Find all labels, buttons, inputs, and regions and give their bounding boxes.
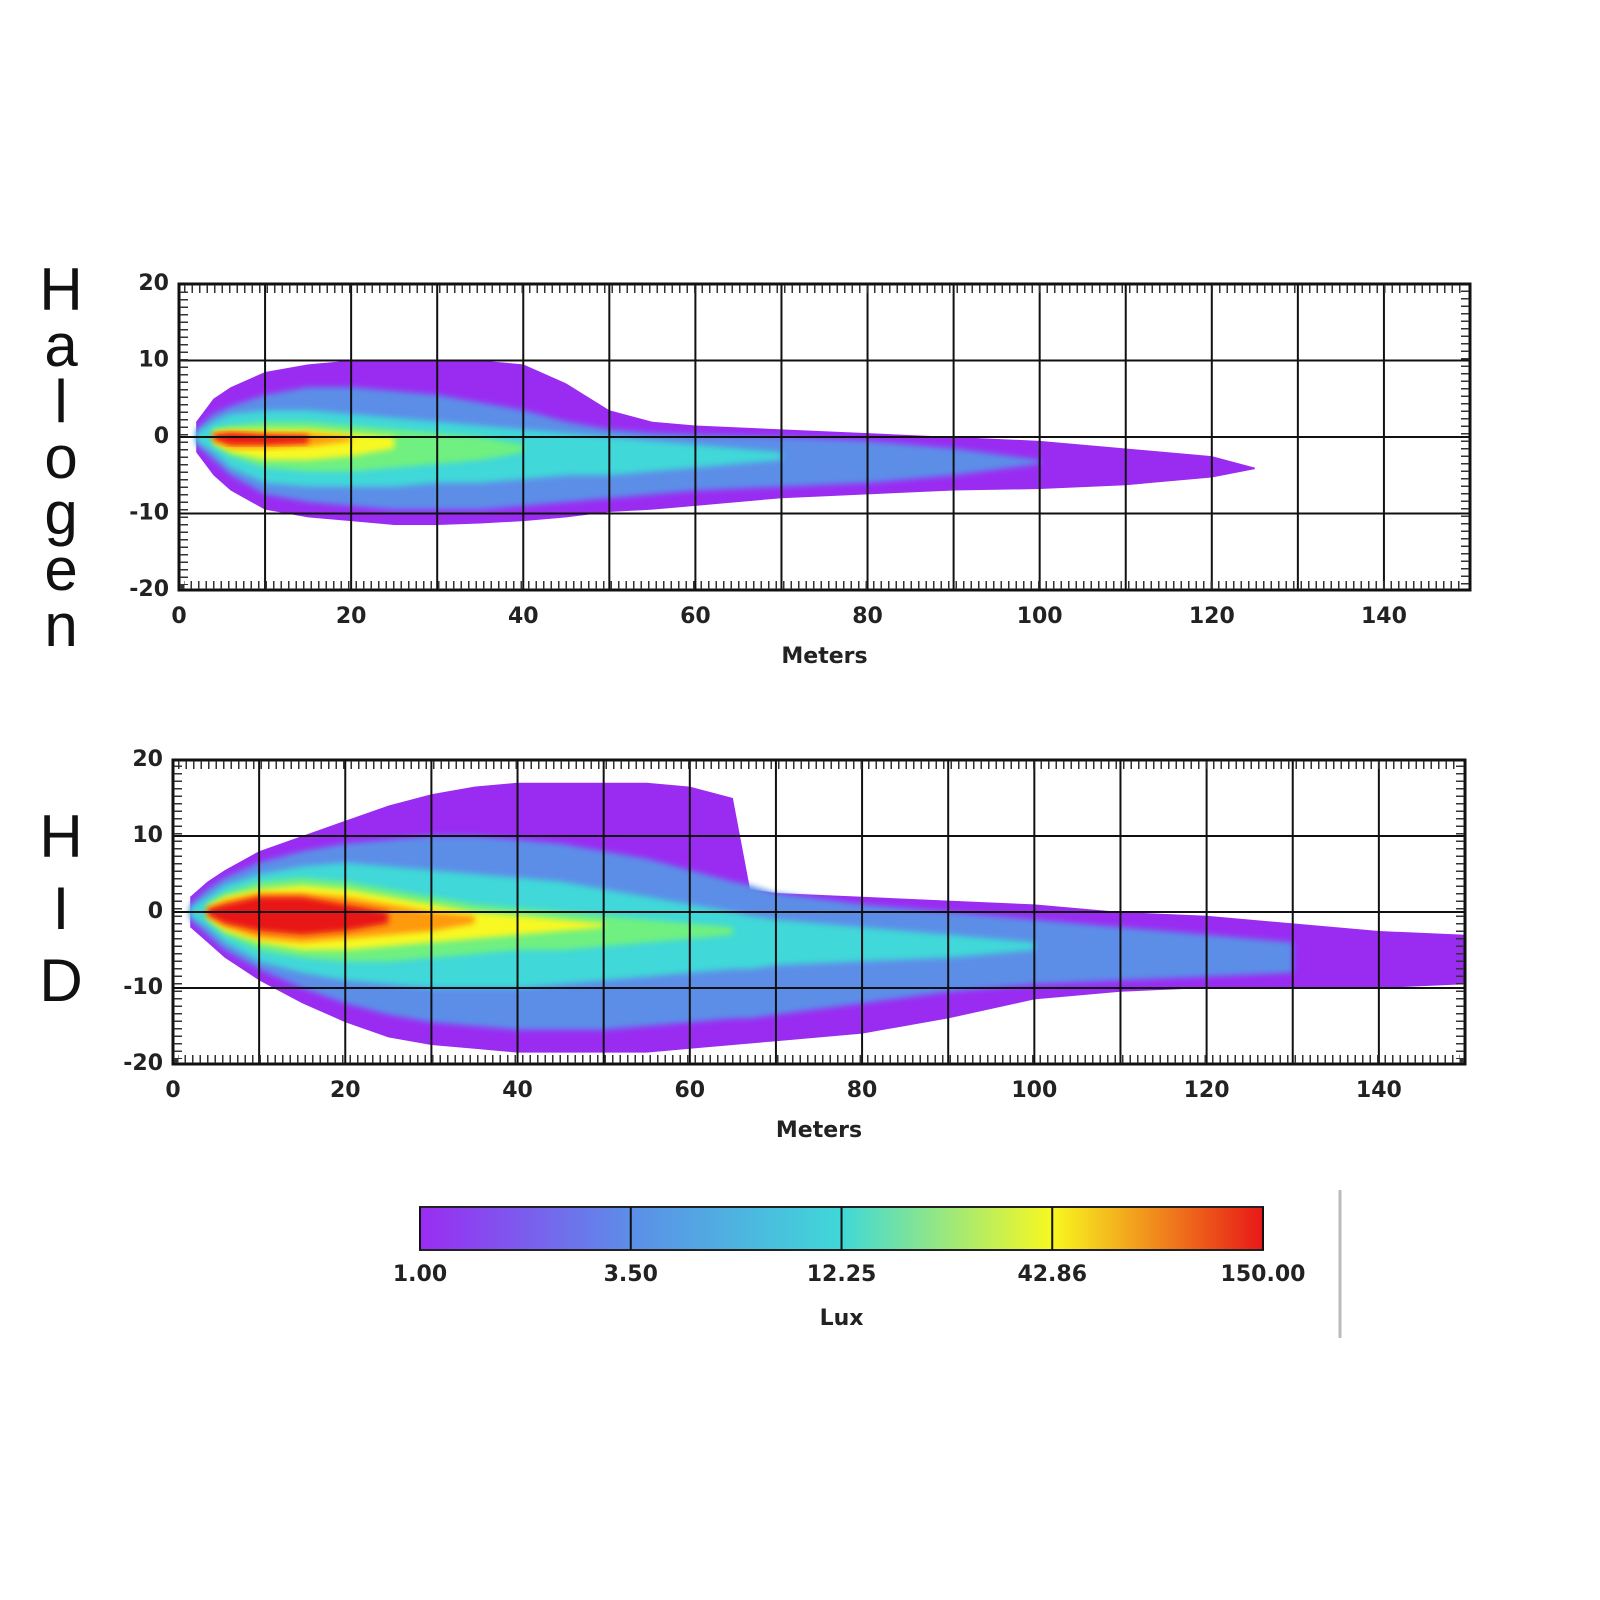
y-tick-label: 0 — [154, 424, 169, 449]
y-tick-label: -20 — [123, 1051, 163, 1076]
colorbar-tick-label: 42.86 — [1017, 1262, 1087, 1287]
y-tick-label: 20 — [138, 271, 169, 296]
y-tick-label: -10 — [123, 975, 163, 1000]
x-axis-label: Meters — [776, 1118, 862, 1143]
y-tick-label: -10 — [129, 501, 169, 526]
x-tick-label: 100 — [1011, 1078, 1057, 1103]
y-tick-label: 20 — [132, 747, 163, 772]
x-axis-label: Meters — [781, 644, 867, 669]
y-tick-label: -20 — [129, 577, 169, 602]
x-tick-label: 20 — [336, 604, 367, 629]
x-tick-label: 80 — [847, 1078, 878, 1103]
x-tick-label: 20 — [330, 1078, 361, 1103]
x-tick-label: 60 — [680, 604, 711, 629]
x-tick-label: 80 — [852, 604, 883, 629]
y-tick-label: 10 — [138, 348, 169, 373]
y-tick-label: 0 — [148, 899, 163, 924]
colorbar-tick-label: 150.00 — [1221, 1262, 1306, 1287]
x-tick-label: 40 — [508, 604, 539, 629]
x-tick-label: 120 — [1189, 604, 1235, 629]
x-tick-label: 40 — [502, 1078, 533, 1103]
contour-bands — [196, 360, 1255, 525]
plot-frame — [171, 758, 1467, 1066]
x-tick-label: 0 — [171, 604, 186, 629]
panel-title: Halogen — [39, 256, 83, 659]
y-tick-label: 10 — [132, 823, 163, 848]
x-tick-label: 60 — [674, 1078, 705, 1103]
x-tick-label: 140 — [1361, 604, 1407, 629]
contour-band — [207, 896, 389, 935]
x-tick-label: 0 — [165, 1078, 180, 1103]
colorbar-tick-label: 3.50 — [604, 1262, 658, 1287]
x-tick-label: 100 — [1017, 604, 1063, 629]
contour-bands — [190, 782, 1465, 1053]
x-tick-label: 140 — [1356, 1078, 1402, 1103]
colorbar-label: Lux — [820, 1306, 864, 1331]
colorbar-tick-label: 1.00 — [393, 1262, 447, 1287]
colorbar-tick-label: 12.25 — [807, 1262, 877, 1287]
x-tick-label: 120 — [1184, 1078, 1230, 1103]
panel-title: HID — [39, 803, 83, 1014]
plot-frame — [177, 282, 1472, 592]
